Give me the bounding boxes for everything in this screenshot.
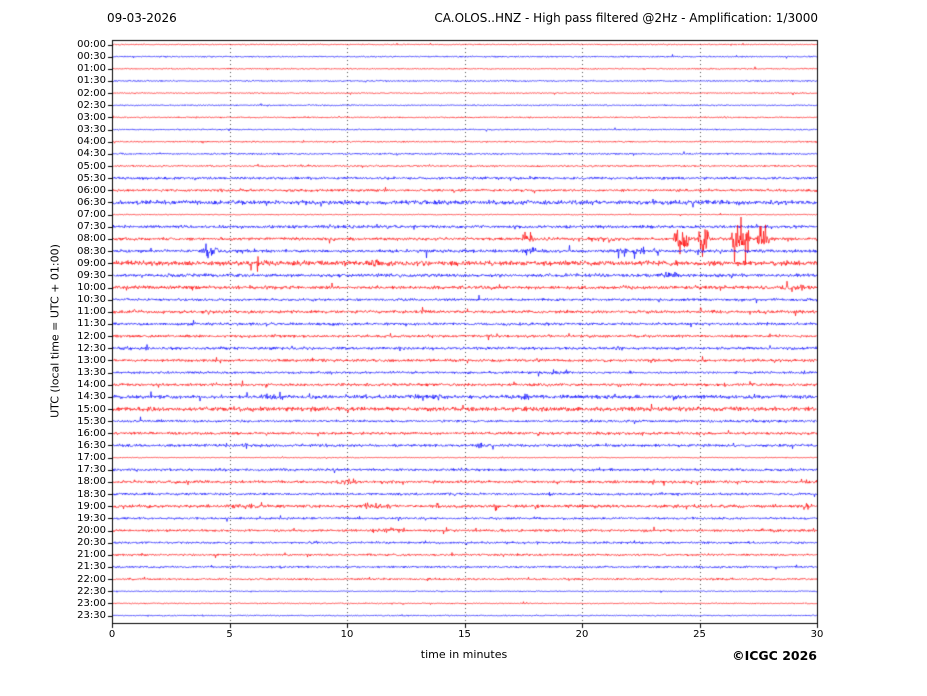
y-tick-label: 22:30 [77,585,106,597]
y-tick-label: 01:30 [77,75,106,87]
y-tick-label: 23:30 [77,610,106,622]
x-tick-label: 20 [575,629,589,640]
y-tick-label: 22:00 [77,573,106,585]
y-tick-label: 13:30 [77,367,106,379]
y-tick-label: 09:00 [77,257,106,269]
copyright-text: ©ICGC 2026 [732,648,817,663]
date-title: 09-03-2026 [107,11,177,25]
y-tick-label: 10:30 [77,294,106,306]
y-tick-label: 10:00 [77,282,106,293]
y-tick-label: 08:00 [77,233,106,245]
x-tick-label: 5 [226,629,233,640]
y-tick-label: 12:30 [77,342,106,354]
y-tick-label: 02:00 [77,87,106,99]
x-tick-label: 0 [108,629,116,640]
x-axis-label: time in minutes [420,648,508,661]
y-tick-label: 08:30 [77,245,106,257]
y-tick-label: 20:00 [77,525,106,536]
y-tick-label: 09:30 [77,269,106,281]
y-tick-label: 11:00 [77,306,106,318]
y-tick-label: 19:30 [77,512,106,524]
y-tick-label: 04:30 [77,148,106,160]
x-tick-label: 30 [810,629,824,640]
y-tick-label: 16:00 [77,427,106,439]
y-tick-label: 17:00 [77,452,106,464]
y-tick-label: 03:30 [77,124,106,136]
y-tick-label: 14:30 [77,391,106,403]
x-tick-label: 15 [458,629,471,640]
y-tick-label: 14:00 [77,379,106,391]
x-tick-label: 10 [340,629,354,640]
y-tick-label: 01:00 [77,63,106,75]
y-tick-label: 04:00 [77,136,106,148]
y-tick-label: 07:30 [77,221,106,233]
y-tick-label: 00:30 [77,51,106,63]
y-tick-label: 12:00 [77,330,106,342]
y-tick-label: 21:00 [77,549,106,561]
y-tick-label: 20:30 [77,537,106,549]
y-tick-label: 11:30 [77,318,106,330]
y-tick-label: 06:00 [77,184,106,196]
y-tick-label: 15:30 [77,415,106,427]
x-tick-label: 25 [693,629,706,640]
y-tick-label: 18:00 [77,476,106,488]
y-tick-label: 16:30 [77,439,106,451]
y-tick-label: 05:00 [77,160,106,172]
y-tick-label: 18:30 [77,488,106,500]
y-tick-label: 15:00 [77,403,106,415]
y-tick-label: 06:30 [77,196,106,208]
y-tick-label: 00:00 [77,39,106,50]
y-tick-label: 13:00 [77,354,106,366]
y-tick-label: 07:00 [77,209,106,221]
y-tick-label: 17:30 [77,464,106,476]
y-tick-label: 05:30 [77,172,106,184]
y-tick-label: 21:30 [77,561,106,573]
y-tick-label: 23:00 [77,597,106,609]
y-tick-label: 03:00 [77,111,106,123]
y-tick-label: 19:00 [77,500,106,512]
y-tick-label: 02:30 [77,99,106,111]
y-axis-label: UTC (local time = UTC + 01:00) [48,244,62,418]
station-title: CA.OLOS..HNZ - High pass filtered @2Hz -… [434,11,818,25]
